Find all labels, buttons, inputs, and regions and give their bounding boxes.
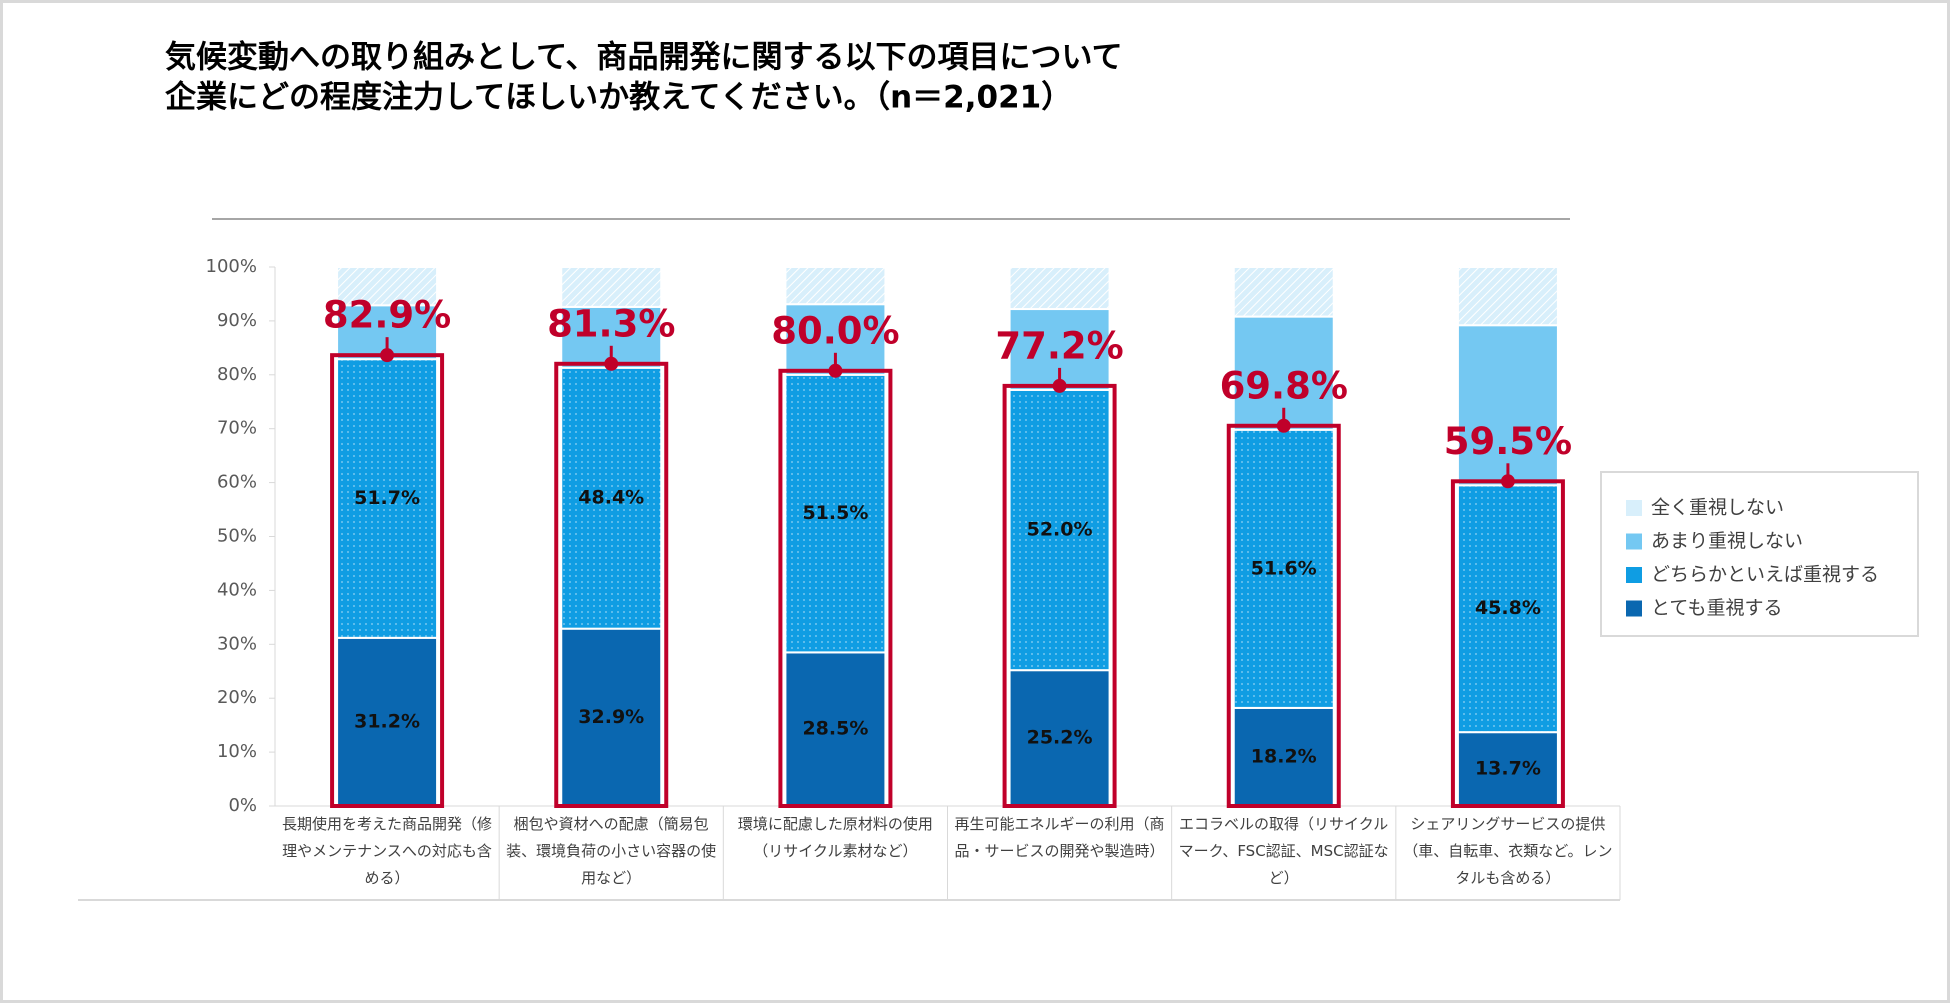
y-tick-label: 50% (217, 526, 257, 547)
x-tick-label: 再生可能エネルギーの利用（商品・サービスの開発や製造時） (954, 815, 1165, 860)
bar-segment (336, 636, 439, 807)
chart-title: 気候変動への取り組みとして、商品開発に関する以下の項目について (165, 40, 1123, 76)
bar-segment (1232, 706, 1335, 807)
bar-texture (1233, 429, 1334, 708)
highlight-dot (1052, 378, 1067, 393)
data-label: 28.5% (802, 718, 868, 740)
bar-texture (1009, 389, 1110, 671)
data-label: 13.7% (1475, 758, 1541, 780)
x-tick-label: シェアリングサービスの提供（車、自転車、衣類など。レンタルも含める） (1403, 815, 1613, 887)
bar-segment (1456, 731, 1559, 807)
bar-texture (561, 367, 662, 629)
data-label: 32.9% (578, 706, 644, 728)
y-tick-label: 100% (206, 256, 257, 277)
y-tick-label: 90% (217, 310, 257, 331)
y-tick-label: 0% (228, 795, 257, 816)
legend-swatch (1626, 533, 1642, 550)
bar-texture (337, 267, 438, 306)
x-tick-label: 環境に配慮した原材料の使用（リサイクル素材など） (737, 815, 933, 860)
highlight-dot (604, 356, 619, 371)
data-label: 25.2% (1027, 727, 1093, 749)
y-tick-label: 40% (217, 579, 257, 600)
highlight-dot (380, 348, 395, 363)
highlight-label: 69.8% (1220, 364, 1348, 407)
y-tick-label: 30% (217, 633, 257, 654)
highlight-dot (828, 363, 843, 378)
y-tick-label: 60% (217, 472, 257, 493)
y-tick-label: 70% (217, 418, 257, 439)
legend-swatch (1626, 567, 1642, 583)
highlight-dot (1500, 474, 1515, 489)
data-label: 48.4% (578, 487, 644, 509)
highlight-label: 59.5% (1444, 420, 1572, 463)
legend-label: とても重視する (1651, 597, 1782, 619)
chart-title: 企業にどの程度注力してほしいか教えてください。（n＝2,021） (165, 80, 1072, 116)
data-label: 18.2% (1251, 745, 1317, 767)
legend-label: どちらかといえば重視する (1651, 564, 1879, 586)
bar-texture (561, 267, 662, 307)
y-tick-label: 20% (217, 687, 257, 708)
highlight-label: 81.3% (547, 302, 675, 345)
bar-texture (785, 374, 886, 653)
data-label: 51.7% (354, 487, 420, 509)
bar-texture (1457, 485, 1558, 733)
highlight-dot (1276, 418, 1291, 433)
x-tick-label: 梱包や資材への配慮（簡易包装、環境負荷の小さい容器の使用など） (506, 815, 717, 887)
data-label: 51.6% (1251, 557, 1317, 579)
bar-texture (1233, 267, 1334, 317)
legend-swatch (1626, 600, 1642, 617)
data-label: 52.0% (1027, 519, 1093, 541)
highlight-label: 77.2% (995, 324, 1123, 367)
legend-box (1600, 471, 1919, 637)
data-label: 45.8% (1475, 597, 1541, 619)
x-tick-label: エコラベルの取得（リサイクルマーク、FSC認証、MSC認証など） (1178, 815, 1389, 887)
highlight-label: 80.0% (771, 309, 899, 352)
legend-label: あまり重視しない (1651, 530, 1803, 552)
y-tick-label: 80% (217, 364, 257, 385)
data-label: 51.5% (802, 502, 868, 524)
highlight-label: 82.9% (323, 294, 451, 337)
data-label: 31.2% (354, 710, 420, 732)
chart: 気候変動への取り組みとして、商品開発に関する以下の項目について 企業にどの程度注… (78, 40, 1919, 901)
bar-segment (560, 627, 663, 807)
bar-texture (1009, 267, 1110, 310)
bar-texture (1457, 267, 1558, 326)
y-tick-label: 10% (217, 741, 257, 762)
bar-texture (785, 267, 886, 305)
legend-label: 全く重視しない (1651, 497, 1784, 519)
legend-swatch (1626, 500, 1642, 516)
bar-texture (337, 359, 438, 638)
x-tick-label: 長期使用を考えた商品開発（修理やメンテナンスへの対応も含める） (281, 815, 492, 887)
